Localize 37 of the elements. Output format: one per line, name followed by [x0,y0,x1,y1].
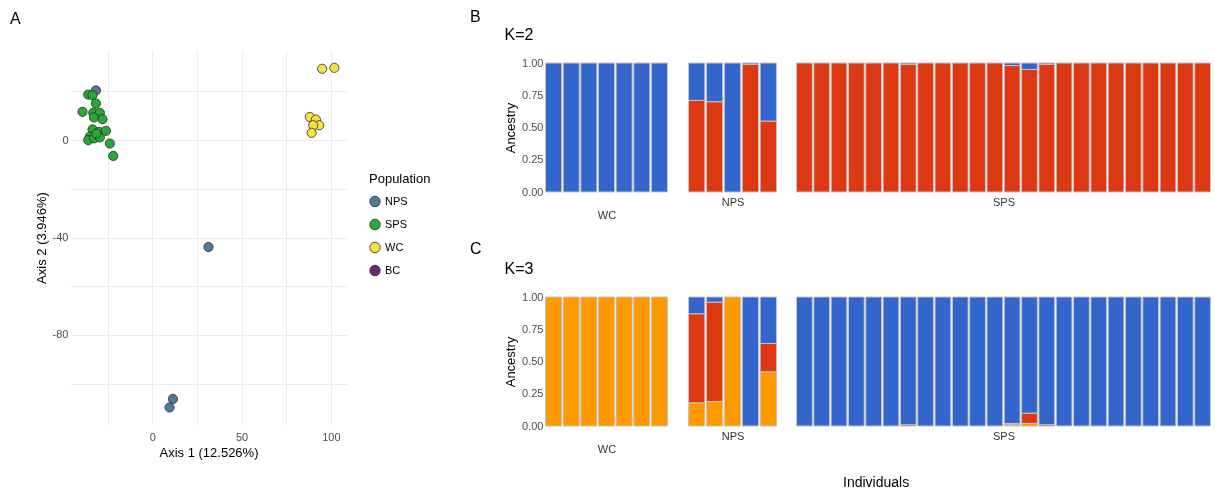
x-axis-title: NPS [721,195,745,208]
chart-title: K=3 [504,260,534,277]
y-tick-label: 0.50 [522,121,544,133]
y-tick-label: 1.00 [522,56,544,69]
y-tick-label: 0.00 [522,185,544,198]
text: Individuals [843,474,910,490]
y-tick-label: 0.75 [522,88,544,101]
y-tick-label: -80 [52,328,69,341]
y-tick-label: 0.00 [522,419,544,432]
y-tick-label: 0.75 [522,322,544,335]
text: A [10,10,21,28]
y-tick-label: 1.00 [522,290,544,303]
y-axis-title: Ancestry [503,102,519,154]
legend-label: BC [385,263,401,276]
legend-label: NPS [385,194,408,207]
text: C [470,240,482,258]
x-axis-title: WC [597,208,617,221]
x-tick-label: 50 [235,430,249,443]
y-tick-label: 0 [62,133,69,146]
y-tick-label: 0.25 [522,387,544,400]
y-tick-label: -40 [52,231,69,243]
x-axis-title: SPS [992,429,1016,442]
chart-title: K=2 [504,26,534,43]
x-tick-label: 100 [322,430,341,443]
legend-label: SPS [385,217,408,230]
y-tick-label: 0.25 [522,153,544,166]
x-axis-title: SPS [992,195,1016,208]
legend-label: WC [385,240,404,253]
legend-title: Population [369,170,431,186]
text: B [470,8,481,26]
y-axis-title: Axis 2 (3.946%) [33,192,49,284]
y-axis-title: Ancestry [503,336,519,388]
x-axis-title: WC [597,442,617,455]
x-axis-title: NPS [721,429,745,442]
x-axis-title: Axis 1 (12.526%) [159,444,259,460]
x-tick-label: 0 [149,430,156,443]
y-tick-label: 0.50 [522,355,544,367]
